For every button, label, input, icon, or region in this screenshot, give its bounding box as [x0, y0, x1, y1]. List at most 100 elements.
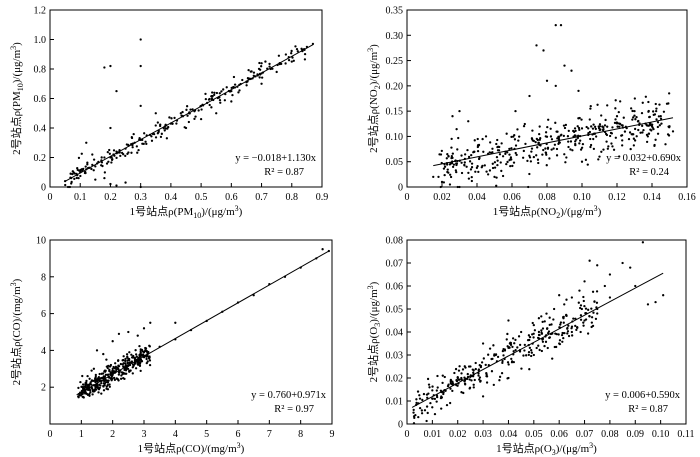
data-point	[457, 369, 461, 372]
data-point	[495, 184, 498, 187]
y-tick-label: 0.25	[386, 56, 404, 67]
data-point	[92, 367, 96, 370]
chart-panel-co: 0 1 2 3 4 5 6 7 8 9 2 4 6 8 10 1号站点ρ(CO)/(mg/m3) 2号站点ρ…	[9, 236, 335, 456]
data-point	[577, 117, 580, 120]
data-point	[648, 122, 652, 126]
data-point	[113, 378, 117, 381]
data-point	[584, 158, 588, 161]
data-point	[232, 75, 236, 79]
data-point	[545, 153, 548, 156]
data-point	[185, 108, 188, 111]
data-point	[550, 323, 553, 326]
data-point	[511, 345, 514, 349]
data-point	[604, 118, 607, 122]
x-tick-label: 0.02	[449, 429, 467, 440]
data-point	[134, 353, 138, 356]
x-tick-label: 0.6	[225, 192, 238, 203]
co-x-axis-label: 1号站点ρ(CO)/(mg/m3)	[138, 441, 245, 455]
x-tick-label: 0.08	[538, 192, 556, 203]
data-point	[523, 349, 526, 352]
o3-fit-line	[411, 272, 664, 408]
data-point	[563, 153, 566, 156]
data-point	[614, 107, 617, 110]
chart-panel-pm10: 0 0.1 0.2 0.3 0.4 0.5 0.6 0.7 0.8 0.9 0 0.2 0.4 0.6 0.…	[9, 6, 328, 221]
data-point	[134, 367, 138, 370]
data-point	[464, 383, 467, 386]
data-point	[77, 176, 80, 180]
data-point	[510, 147, 513, 150]
data-point	[531, 129, 534, 132]
data-point	[477, 374, 480, 377]
data-point	[130, 136, 133, 139]
data-point	[534, 140, 537, 144]
data-point	[665, 102, 669, 105]
data-point	[95, 349, 99, 352]
data-point	[123, 368, 126, 371]
data-point	[124, 359, 127, 363]
data-point	[455, 171, 458, 174]
data-point	[570, 296, 574, 299]
pm10-points	[63, 38, 315, 189]
data-point	[591, 290, 595, 293]
data-point	[126, 152, 129, 156]
data-point	[528, 338, 531, 342]
data-point	[602, 128, 605, 131]
data-point	[450, 146, 453, 149]
o3-regression-equation: y = 0.006+0.590x	[605, 390, 681, 401]
y-tick-label: 0.07	[386, 259, 404, 270]
data-point	[92, 169, 95, 172]
co-ticks: 0 1 2 3 4 5 6 7 8 9 2 4 6 8 10	[36, 236, 335, 441]
data-point	[474, 361, 477, 365]
data-point	[500, 169, 503, 173]
data-point	[481, 164, 484, 167]
o3-y-axis-label: 2号站点ρ(O3)/(μg/m3)	[366, 281, 382, 382]
data-point	[105, 358, 108, 361]
data-point	[543, 320, 546, 323]
data-point	[635, 135, 638, 138]
no2-r-squared: R² = 0.24	[629, 167, 669, 178]
no2-y-axis-label: 2号站点ρ(NO2)/(μg/m3)	[366, 44, 382, 153]
data-point	[124, 357, 127, 361]
data-point	[578, 289, 581, 292]
data-point	[451, 382, 455, 385]
data-point	[535, 154, 538, 157]
data-point	[163, 129, 166, 132]
data-point	[105, 162, 109, 165]
data-point	[602, 126, 605, 129]
data-point	[100, 156, 103, 159]
data-point	[77, 396, 80, 399]
data-point	[657, 115, 661, 118]
data-point	[508, 346, 511, 349]
data-point	[660, 122, 663, 125]
data-point	[566, 326, 569, 330]
data-point	[238, 89, 241, 92]
data-point	[115, 184, 118, 187]
y-tick-label: 0.8	[34, 65, 47, 76]
data-point	[79, 168, 82, 172]
data-point	[516, 346, 519, 349]
data-point	[85, 392, 89, 395]
data-point	[439, 153, 443, 156]
data-point	[485, 372, 488, 375]
data-point	[605, 140, 608, 143]
data-point	[589, 137, 592, 141]
x-tick-label: 0.06	[503, 192, 521, 203]
data-point	[525, 354, 528, 357]
data-point	[506, 361, 510, 364]
data-point	[449, 387, 452, 390]
data-point	[77, 386, 80, 390]
data-point	[441, 381, 444, 384]
data-point	[496, 138, 499, 142]
data-point	[110, 376, 113, 379]
data-point	[580, 146, 584, 149]
data-point	[486, 173, 490, 176]
data-point	[507, 363, 510, 366]
data-point	[562, 134, 565, 138]
data-point	[469, 168, 473, 171]
data-point	[97, 391, 100, 394]
data-point	[230, 100, 233, 103]
x-tick-label: 0.4	[165, 192, 178, 203]
data-point	[567, 129, 570, 133]
data-point	[133, 356, 137, 359]
data-point	[528, 172, 531, 176]
